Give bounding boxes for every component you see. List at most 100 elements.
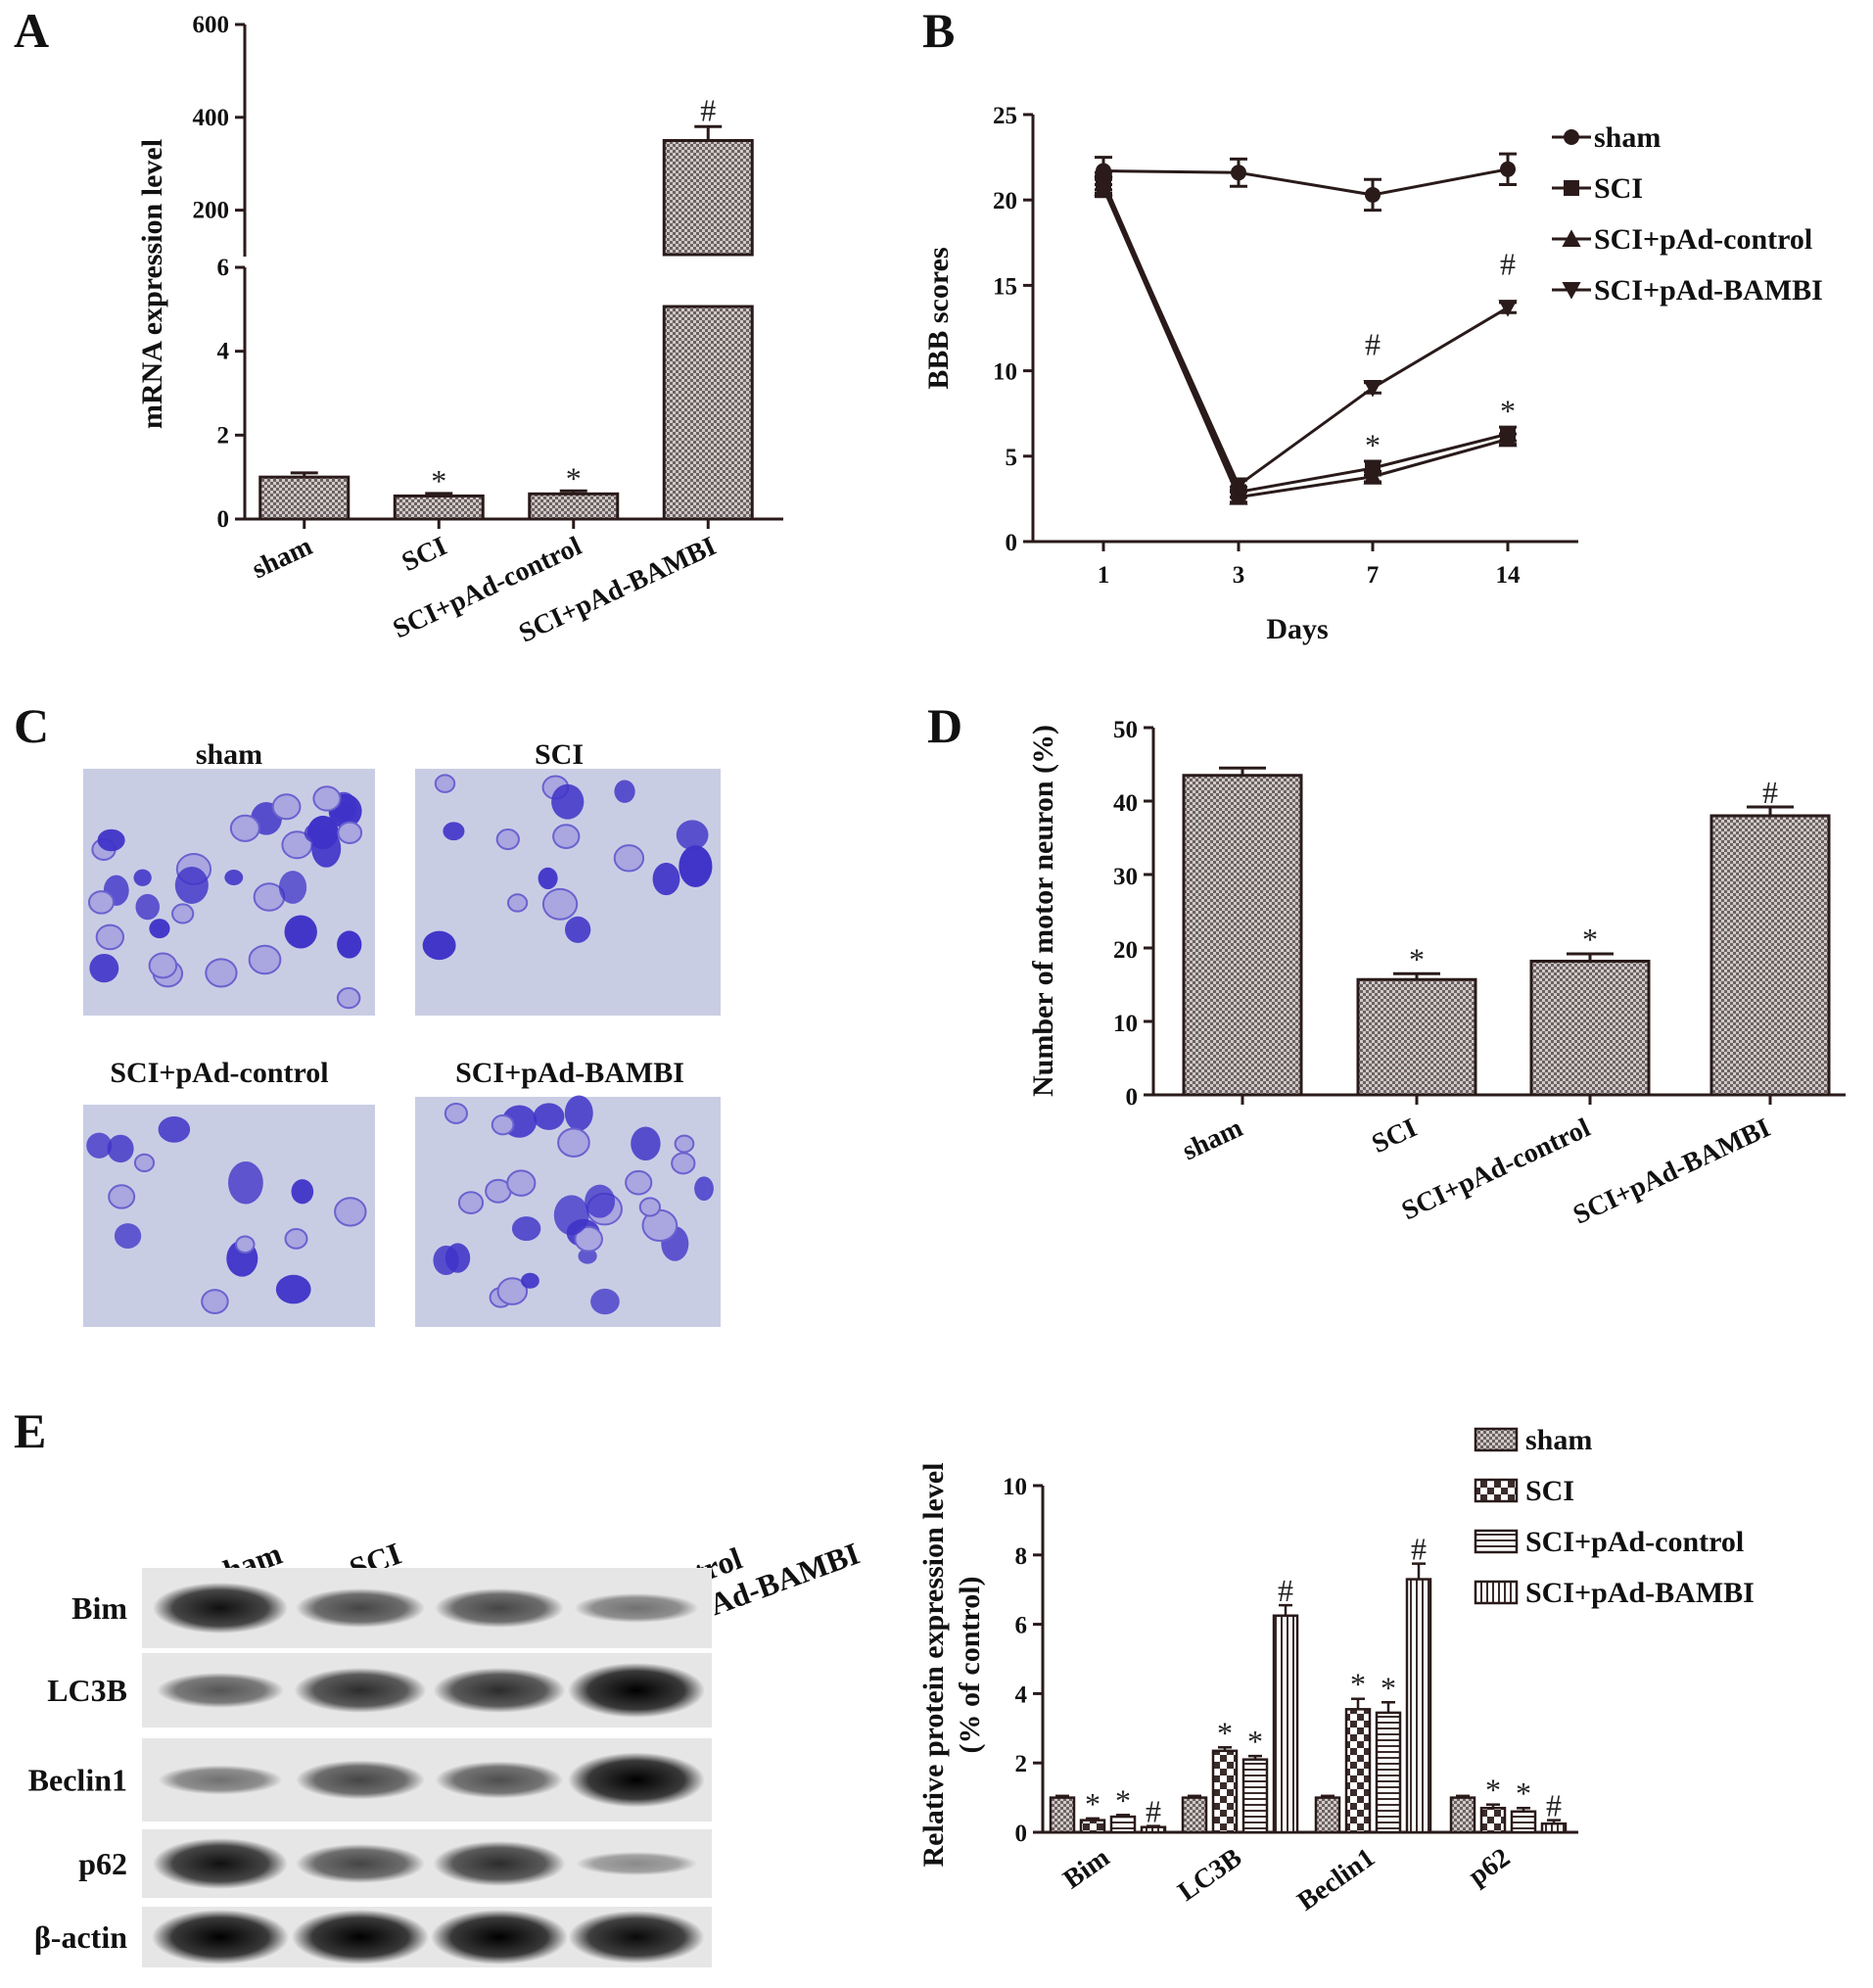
panel-letter-e: E (14, 1403, 46, 1458)
stained-neuron (694, 1176, 714, 1202)
stained-neuron (551, 783, 585, 820)
blot-band (153, 1838, 288, 1889)
series-sci-pad-bambi (1094, 174, 1518, 496)
y-tick-label: 0 (1015, 1821, 1028, 1847)
stained-neuron (676, 820, 709, 850)
neuron-outline (574, 1225, 603, 1253)
significance-mark: # (1278, 1573, 1293, 1608)
blot-band (296, 1588, 425, 1628)
y-tick-label: 6 (217, 255, 230, 281)
marker-triangle-down (1498, 300, 1518, 317)
stained-neuron (275, 1274, 311, 1304)
legend-label: SCI+pAd-control (1525, 1526, 1744, 1558)
bar (1709, 814, 1831, 1097)
significance-mark: # (1365, 326, 1381, 361)
marker-circle (1365, 186, 1381, 203)
significance-mark: * (1409, 941, 1425, 976)
stained-neuron (135, 893, 161, 921)
bar (1272, 1614, 1299, 1834)
micrograph-sci-pad-control: SCI+pAd-control (83, 1057, 375, 1327)
neuron-outline (674, 1134, 695, 1154)
neuron-outline (133, 1153, 156, 1172)
x-tick-label: sham (1178, 1112, 1247, 1166)
legend-label: SCI+pAd-control (1594, 223, 1812, 256)
y-tick-label: 2 (217, 422, 230, 449)
blot-band (433, 1841, 566, 1886)
significance-mark: * (1365, 427, 1381, 462)
stained-neuron (284, 915, 317, 949)
bar (1314, 1796, 1341, 1834)
marker-triangle-up (1229, 488, 1248, 505)
blot-row-bim: Bim (71, 1568, 712, 1648)
blot-band (294, 1668, 427, 1713)
blot-band (152, 1910, 289, 1964)
y-axis-label: Relative protein expression level (917, 1463, 950, 1868)
blot-band (568, 1752, 705, 1808)
bar (1540, 1822, 1568, 1834)
legend-label: SCI (1525, 1475, 1574, 1507)
significance-mark: * (1115, 1782, 1131, 1818)
micrograph-sci: SCI (415, 738, 721, 1016)
y-tick-label: 20 (1113, 937, 1138, 964)
stained-neuron (86, 1132, 113, 1159)
significance-mark: * (1485, 1773, 1501, 1808)
neuron-outline (108, 1184, 136, 1209)
marker-triangle-up (1498, 429, 1518, 448)
legend-label: SCI+pAd-BAMBI (1594, 274, 1823, 307)
x-axis-label: Days (1266, 613, 1328, 645)
y-tick-label: 50 (1113, 717, 1138, 743)
stained-neuron (311, 829, 342, 868)
blot-row-label: LC3B (47, 1673, 127, 1708)
blot-row--actin: β-actin (34, 1907, 712, 1967)
neuron-outline (444, 1103, 468, 1124)
blot-row-label: β-actin (34, 1919, 127, 1955)
stained-neuron (590, 1288, 620, 1315)
stained-neuron (652, 862, 680, 896)
y-tick-label: 5 (1006, 445, 1018, 471)
legend-swatch (1474, 1478, 1519, 1503)
stained-neuron (614, 780, 635, 803)
y-axis-label: Number of motor neuron (%) (1027, 725, 1059, 1097)
bar (393, 494, 485, 521)
blot-band (158, 1765, 283, 1795)
neuron-outline (491, 1113, 515, 1136)
bar (1211, 1749, 1239, 1834)
stained-neuron (158, 1115, 191, 1143)
neuron-outline (201, 1289, 229, 1314)
stained-neuron (443, 822, 465, 841)
marker-triangle-down (1094, 176, 1113, 195)
x-tick-label: 7 (1367, 562, 1380, 589)
bar (1449, 1796, 1476, 1834)
blot-row-label: Beclin1 (28, 1763, 127, 1798)
bar (1356, 977, 1477, 1097)
blot-band (433, 1668, 566, 1713)
significance-mark: # (1146, 1794, 1161, 1829)
y-tick-label: 6 (1015, 1613, 1028, 1639)
legend-swatch (1474, 1427, 1519, 1452)
neuron-outline (271, 793, 302, 821)
neuron-outline (235, 1235, 256, 1254)
x-tick-label: SCI (1368, 1112, 1422, 1160)
neuron-outline (148, 952, 178, 979)
y-tick-label: 15 (993, 273, 1017, 300)
legend-label: SCI+pAd-BAMBI (1525, 1577, 1755, 1609)
neuron-outline (625, 1169, 653, 1196)
blot-band (576, 1852, 697, 1875)
x-tick-label: LC3B (1173, 1842, 1247, 1907)
stained-neuron (564, 1095, 593, 1131)
stained-neuron (228, 1160, 263, 1205)
y-tick-label: 600 (193, 12, 230, 38)
blot-band (153, 1583, 288, 1633)
stained-neuron (585, 1184, 616, 1218)
y-tick-label: 10 (1003, 1474, 1027, 1500)
marker-circle (1500, 161, 1516, 177)
blot-band (431, 1910, 568, 1964)
x-tick-label: Beclin1 (1292, 1842, 1381, 1917)
panel-letter-a: A (14, 3, 49, 58)
significance-mark: * (1381, 1670, 1396, 1705)
neuron-outline (87, 890, 115, 915)
significance-mark: # (1762, 775, 1778, 810)
significance-mark: # (1500, 246, 1516, 281)
x-tick-label: SCI+pAd-BAMBI (1569, 1112, 1775, 1230)
chart-a-mrna: 0 2 4 6 200 400 600 mRNA expression level sham * S… (136, 12, 783, 649)
